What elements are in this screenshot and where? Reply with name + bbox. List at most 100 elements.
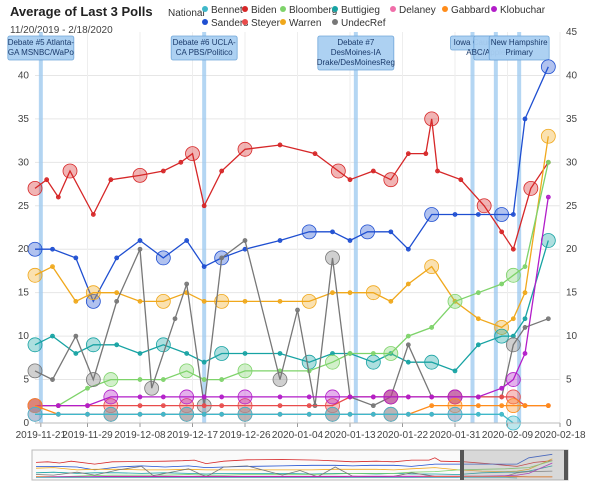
data-point-buttigieg xyxy=(184,351,190,356)
data-point-buttigieg xyxy=(137,351,143,356)
data-point-buttigieg xyxy=(301,354,317,370)
data-point-warren xyxy=(510,316,516,322)
navigator-selection[interactable] xyxy=(462,450,566,480)
data-point-klobuchar xyxy=(219,394,225,400)
data-point-warren xyxy=(301,293,317,309)
legend-dot-bennet xyxy=(202,6,208,12)
data-point-klobuchar xyxy=(201,394,207,400)
legend-dot-sanders xyxy=(202,19,208,25)
legend-dot-gabbard xyxy=(442,6,448,12)
data-point-bloomberg xyxy=(137,377,143,382)
data-point-undecref xyxy=(370,403,376,409)
data-point-sanders xyxy=(50,246,55,252)
data-point-bennet xyxy=(277,411,283,417)
legend-label-klobuchar: Klobuchar xyxy=(500,5,546,16)
legend-dot-steyer xyxy=(242,19,248,25)
data-point-warren xyxy=(114,290,120,296)
data-point-bennet xyxy=(447,406,463,422)
legend-label-sanders: Sanders xyxy=(211,18,248,29)
x-tick-label: 2019-11-21 xyxy=(16,430,67,441)
data-point-warren xyxy=(522,290,528,296)
data-point-bloomberg xyxy=(475,290,481,296)
data-point-bloomberg xyxy=(160,377,166,382)
navigator-handle-right[interactable] xyxy=(564,450,568,480)
data-point-bennet xyxy=(27,406,43,422)
navigator-line-bennet xyxy=(36,477,518,479)
data-point-warren xyxy=(494,320,510,335)
data-point-klobuchar xyxy=(499,385,505,391)
data-point-bloomberg xyxy=(347,351,353,356)
data-point-gabbard xyxy=(499,403,505,409)
right-y-tick-label: 45 xyxy=(566,27,578,38)
range-navigator[interactable] xyxy=(31,449,569,481)
data-point-undecref xyxy=(272,372,288,387)
legend-label-steyer: Steyer xyxy=(251,18,281,29)
data-point-bennet xyxy=(306,411,312,417)
data-point-sanders xyxy=(510,212,516,217)
data-point-biden xyxy=(424,111,440,127)
data-point-gabbard xyxy=(522,403,528,409)
data-point-buttigieg xyxy=(50,333,55,339)
data-point-steyer xyxy=(325,398,340,414)
data-point-warren xyxy=(201,298,207,304)
data-point-buttigieg xyxy=(214,346,230,361)
x-tick-label: 2020-01-31 xyxy=(429,430,481,441)
data-point-bloomberg xyxy=(499,281,505,287)
legend-label-undecref: UndecRef xyxy=(341,18,386,29)
data-point-bloomberg xyxy=(405,333,411,339)
data-point-bennet xyxy=(237,406,253,422)
data-point-bennet xyxy=(429,411,435,417)
data-point-bloomberg xyxy=(522,264,528,270)
x-tick-label: 2020-01-04 xyxy=(272,430,324,441)
data-point-bennet xyxy=(201,411,207,417)
data-point-warren xyxy=(330,290,335,296)
data-point-buttigieg xyxy=(85,337,101,353)
data-point-sanders xyxy=(85,293,101,309)
chart-subtitle: 11/20/2019 - 2/18/2020 xyxy=(10,25,113,36)
data-point-steyer xyxy=(103,398,119,414)
data-point-bloomberg xyxy=(505,267,521,283)
data-point-undecref xyxy=(545,316,551,322)
data-point-steyer xyxy=(499,394,505,400)
right-y-tick-label: 15 xyxy=(566,288,578,299)
data-point-biden xyxy=(201,203,207,209)
data-point-biden xyxy=(185,146,200,162)
y-tick-label: 40 xyxy=(18,70,30,81)
x-tick-label: 2020-02-09 xyxy=(482,430,534,441)
right-y-tick-label: 40 xyxy=(566,70,578,81)
data-point-biden xyxy=(523,180,539,196)
debate-label-text: Iowa Cauc xyxy=(454,38,492,47)
data-point-biden xyxy=(277,142,283,148)
legend-dot-undecref xyxy=(332,19,338,25)
data-point-undecref xyxy=(522,325,528,330)
data-point-bennet xyxy=(103,406,119,422)
series-group xyxy=(27,59,556,431)
data-point-steyer xyxy=(277,403,283,409)
navigator-handle-left[interactable] xyxy=(460,450,464,480)
debate-label-text: Debate #7 xyxy=(337,38,374,47)
data-point-undecref xyxy=(295,307,300,313)
debate-label-text: Drake/DesMoinesReg xyxy=(317,58,395,67)
data-point-undecref xyxy=(172,316,178,322)
legend[interactable]: Bennet Biden Bloomberg Buttigieg Delaney Gabb… xyxy=(202,5,546,29)
data-point-klobuchar xyxy=(137,394,143,400)
data-point-biden xyxy=(370,168,376,174)
data-point-bennet xyxy=(325,406,340,422)
debate-label-text: DesMoines-IA xyxy=(331,48,382,57)
data-point-undecref xyxy=(184,281,190,287)
data-point-steyer xyxy=(179,398,195,414)
x-tick-label: 2019-12-26 xyxy=(219,430,271,441)
right-y-tick-label: 35 xyxy=(566,114,578,125)
gridlines xyxy=(35,32,561,424)
legend-dot-delaney xyxy=(390,6,396,12)
y-tick-label: 25 xyxy=(18,201,30,212)
right-y-tick-label: 25 xyxy=(566,201,578,212)
data-point-biden xyxy=(160,168,166,174)
data-point-bennet xyxy=(499,411,505,417)
data-point-biden xyxy=(405,151,411,157)
data-point-buttigieg xyxy=(242,351,248,356)
data-point-klobuchar xyxy=(85,403,90,409)
data-point-warren xyxy=(277,298,283,304)
data-point-bloomberg xyxy=(179,363,195,379)
data-point-gabbard xyxy=(429,403,435,409)
